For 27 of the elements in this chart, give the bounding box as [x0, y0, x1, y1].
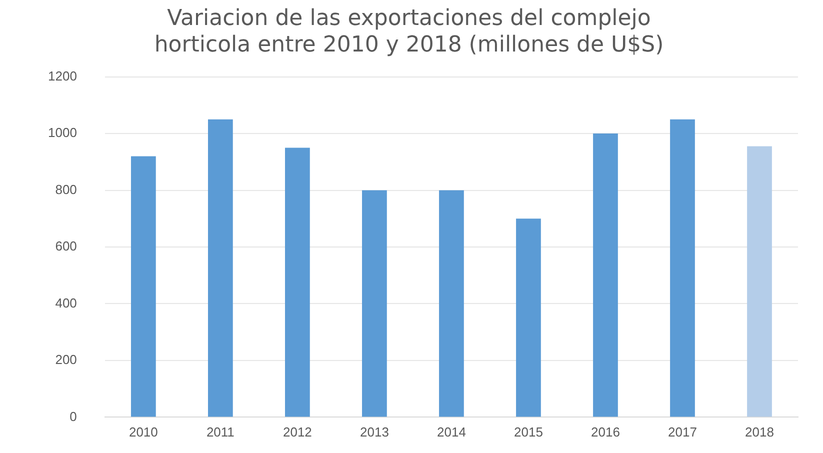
x-tick-label: 2018 [745, 424, 774, 440]
bar [670, 119, 695, 417]
y-tick-label: 800 [55, 182, 77, 197]
text: horticola entre 2010 y 2018 (millones de U$S) [154, 32, 664, 58]
x-tick-label: 2010 [128, 424, 158, 440]
bar [208, 119, 233, 417]
y-tick-label: 1000 [48, 125, 77, 140]
bar [130, 156, 156, 417]
bar [285, 148, 310, 417]
bar [362, 190, 387, 417]
y-tick-label: 200 [55, 352, 77, 368]
y-tick-label: 600 [55, 238, 77, 254]
bar [516, 218, 541, 417]
x-tick-label: 2011 [206, 424, 234, 440]
y-tick-label: 1200 [48, 68, 77, 84]
x-tick-label: 2016 [591, 424, 620, 440]
x-tick-label: 2013 [360, 424, 389, 440]
y-tick-label: 400 [55, 295, 77, 310]
x-tick-label: 2014 [437, 424, 466, 440]
bar [439, 190, 464, 417]
x-tick-label: 2015 [514, 424, 543, 440]
bar [747, 146, 772, 417]
x-tick-label: 2012 [282, 424, 312, 440]
y-tick-label: 0 [70, 408, 77, 424]
text: Variacion de las exportaciones del complejo [167, 6, 651, 31]
x-tick-label: 2017 [668, 424, 697, 440]
bar [593, 134, 618, 417]
